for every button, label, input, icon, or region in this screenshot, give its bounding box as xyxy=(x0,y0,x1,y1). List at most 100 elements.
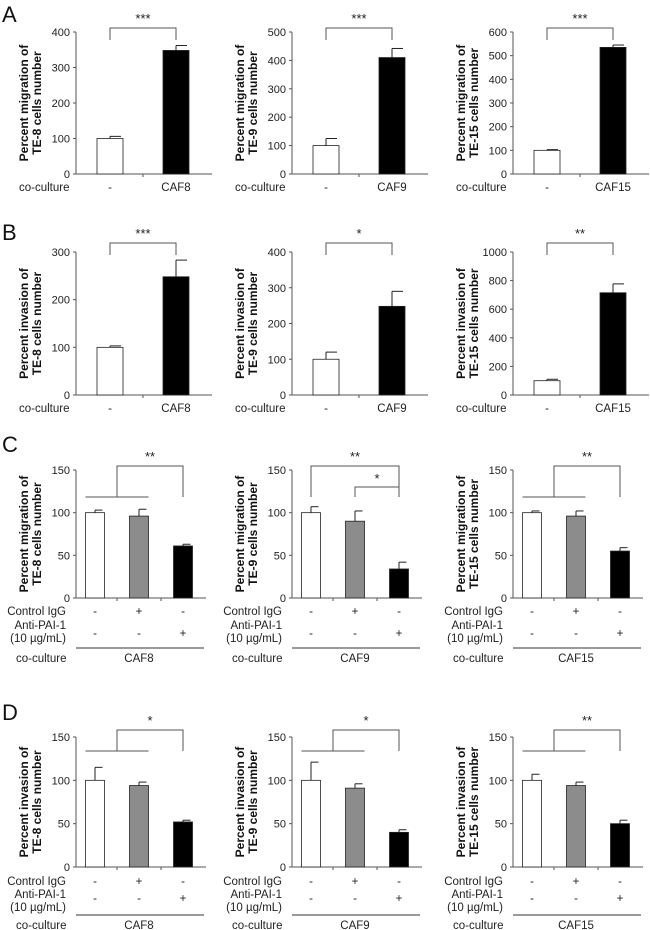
y-axis-label: TE-15 cells number xyxy=(467,48,481,158)
control-igg-value: - xyxy=(618,876,622,888)
co-culture-value: CAF15 xyxy=(558,653,594,665)
chart-B-2: 0 100 200 300 400 Percent invasion of TE-9 cel… xyxy=(233,226,428,415)
y-tick-label: 100 xyxy=(52,508,70,520)
y-tick-label: 150 xyxy=(268,465,286,477)
chart-D-3: 0 50 100 150 Percent invasion of TE-15 cells … xyxy=(444,713,643,930)
anti-pai1-value: - xyxy=(530,628,534,640)
y-axis-label: Percent invasion of xyxy=(454,267,468,379)
anti-pai1-dose-label: (10 µg/mL) xyxy=(226,902,282,914)
y-tick-label: 0 xyxy=(501,593,507,605)
significance-label: ** xyxy=(145,449,155,464)
y-axis-label: TE-15 cells number xyxy=(467,268,481,378)
y-tick-label: 800 xyxy=(489,276,507,288)
y-tick-label: 0 xyxy=(64,390,70,402)
anti-pai1-value: - xyxy=(137,893,141,905)
anti-pai1-dose-label: (10 µg/mL) xyxy=(226,633,282,645)
bar xyxy=(345,787,365,868)
y-tick-label: 400 xyxy=(489,74,507,86)
y-tick-label: 600 xyxy=(489,304,507,316)
significance-bracket xyxy=(310,465,400,497)
chart-A-1: 0 100 200 300 400 Percent migration of TE-8 ce… xyxy=(17,11,212,194)
y-tick-label: 100 xyxy=(268,775,286,787)
bar xyxy=(162,276,190,396)
co-culture-label: co-culture xyxy=(19,403,70,415)
y-axis-label: TE-8 cells number xyxy=(30,51,44,155)
control-igg-value: - xyxy=(530,606,534,618)
anti-pai1-value: - xyxy=(137,628,141,640)
bar xyxy=(389,568,409,599)
bar xyxy=(378,305,406,396)
significance-bracket xyxy=(354,486,399,497)
chart-D-1: 0 50 100 150 Percent invasion of TE-8 cells n… xyxy=(7,713,206,930)
control-igg-value: - xyxy=(181,606,185,618)
co-culture-label: co-culture xyxy=(453,920,504,930)
significance-label: ** xyxy=(582,449,592,464)
anti-pai1-dose-label: (10 µg/mL) xyxy=(447,902,503,914)
significance-bracket xyxy=(546,27,614,40)
x-tick-label: - xyxy=(324,403,328,415)
significance-label: * xyxy=(363,713,368,728)
bar xyxy=(312,358,340,396)
bar xyxy=(522,512,542,599)
y-tick-label: 0 xyxy=(280,390,286,402)
x-tick-label: CAF8 xyxy=(161,403,190,415)
bar xyxy=(389,831,409,868)
control-igg-value: + xyxy=(136,876,143,888)
y-axis-label: Percent migration of xyxy=(17,44,31,162)
x-tick-label: - xyxy=(324,182,328,194)
co-culture-label: co-culture xyxy=(456,182,507,194)
panel-letter-D: D xyxy=(2,700,18,725)
anti-pai1-label: Anti-PAI-1 xyxy=(451,620,503,632)
y-tick-label: 50 xyxy=(274,819,286,831)
y-tick-label: 100 xyxy=(268,508,286,520)
significance-bracket xyxy=(109,242,177,255)
anti-pai1-value: - xyxy=(530,893,534,905)
bar xyxy=(533,149,561,175)
anti-pai1-value: - xyxy=(574,628,578,640)
panel-letter-B: B xyxy=(2,220,17,245)
y-tick-label: 100 xyxy=(489,145,507,157)
x-tick-label: CAF15 xyxy=(595,182,631,194)
y-tick-label: 0 xyxy=(501,390,507,402)
anti-pai1-value: + xyxy=(180,893,187,905)
co-culture-label: co-culture xyxy=(232,653,283,665)
significance-bracket xyxy=(332,729,400,751)
y-axis-label: TE-8 cells number xyxy=(30,271,44,375)
y-tick-label: 0 xyxy=(280,862,286,874)
anti-pai1-label: Anti-PAI-1 xyxy=(230,620,282,632)
y-tick-label: 0 xyxy=(280,169,286,181)
x-tick-label: - xyxy=(545,403,549,415)
significance-label: * xyxy=(374,471,379,486)
significance-bracket xyxy=(325,242,393,255)
x-tick-label: CAF8 xyxy=(161,182,190,194)
anti-pai1-value: - xyxy=(353,893,357,905)
anti-pai1-label: Anti-PAI-1 xyxy=(14,889,66,901)
y-tick-label: 0 xyxy=(280,593,286,605)
significance-bracket xyxy=(553,465,621,497)
panel-letter-C: C xyxy=(2,432,18,457)
anti-pai1-label: Anti-PAI-1 xyxy=(230,889,282,901)
y-tick-label: 50 xyxy=(495,550,507,562)
control-igg-value: - xyxy=(309,606,313,618)
y-tick-label: 200 xyxy=(52,295,70,307)
bar xyxy=(173,545,193,599)
co-culture-value: CAF9 xyxy=(340,920,369,930)
y-tick-label: 100 xyxy=(268,141,286,153)
chart-B-3: 0 200 400 600 800 1000 Percent invasion of TE-1… xyxy=(454,226,649,415)
bar xyxy=(599,292,627,396)
y-tick-label: 50 xyxy=(58,819,70,831)
x-tick-label: CAF9 xyxy=(377,182,406,194)
y-tick-label: 300 xyxy=(489,98,507,110)
control-igg-value: + xyxy=(573,876,580,888)
y-tick-label: 200 xyxy=(52,98,70,110)
y-axis-label: Percent migration of xyxy=(454,475,468,593)
y-tick-label: 200 xyxy=(489,361,507,373)
y-tick-label: 150 xyxy=(52,732,70,744)
y-tick-label: 150 xyxy=(268,732,286,744)
significance-label: * xyxy=(147,713,152,728)
y-axis-label: TE-8 cells number xyxy=(30,482,44,586)
control-igg-value: - xyxy=(530,876,534,888)
y-tick-label: 100 xyxy=(489,508,507,520)
y-tick-label: 200 xyxy=(268,112,286,124)
y-tick-label: 150 xyxy=(52,465,70,477)
